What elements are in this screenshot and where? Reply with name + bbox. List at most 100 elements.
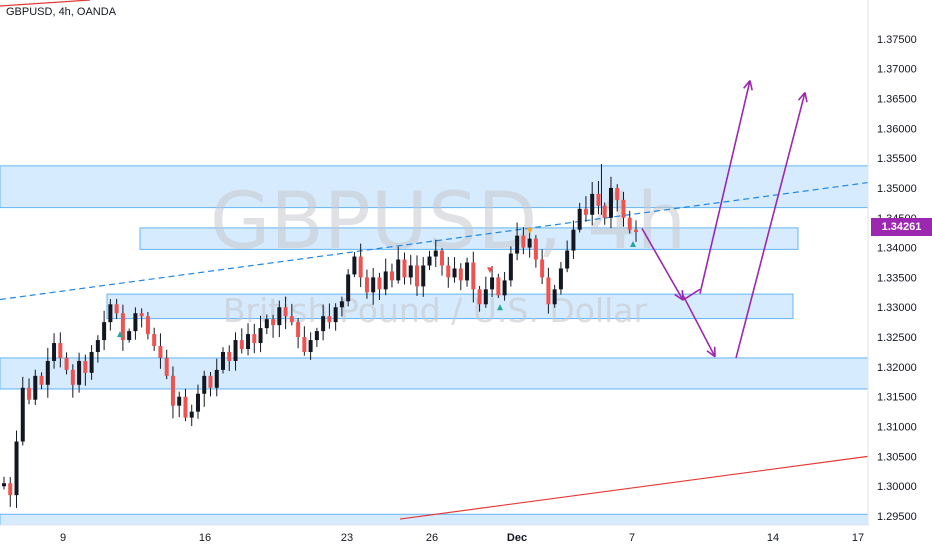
candle-body [596, 193, 601, 206]
projection-arrow[interactable] [641, 228, 684, 301]
price-tick-label: 1.32500 [877, 332, 917, 344]
candle-body [164, 357, 169, 376]
trendline[interactable] [399, 455, 869, 520]
candle-body [490, 277, 495, 290]
candle-body [33, 375, 38, 400]
candle-body [364, 277, 369, 293]
candle-body [14, 441, 19, 496]
candle-body [152, 334, 157, 347]
trendlines-layer [0, 0, 869, 520]
watermark-description: British Pound / U.S. Dollar [223, 291, 648, 330]
candle-body [95, 340, 100, 352]
candle-body [621, 199, 626, 218]
candle-body [277, 307, 282, 326]
zone-rectangle[interactable] [0, 513, 869, 526]
signal-marker [527, 227, 533, 234]
zone-rectangle[interactable] [0, 357, 869, 390]
time-tick-label: 16 [199, 532, 211, 544]
price-tick-label: 1.36000 [877, 123, 917, 135]
time-tick-label: Dec [507, 532, 527, 544]
candle-body [346, 274, 351, 302]
signal-markers [117, 227, 636, 338]
candle-body [321, 316, 326, 332]
projection-arrow[interactable] [735, 92, 806, 359]
projection-arrow-head [706, 350, 716, 358]
time-axis[interactable]: 9 16 23 26 Dec 7 14 17 [60, 532, 864, 544]
price-tick-label: 1.32000 [877, 362, 917, 374]
price-tick-label: 1.35000 [877, 183, 917, 195]
candle-body [89, 351, 94, 373]
candles-layer [2, 164, 638, 508]
time-tick-label: 9 [60, 532, 66, 544]
candle-body [214, 369, 219, 388]
candle-body [77, 360, 82, 385]
candle-body [133, 313, 138, 332]
candle-body [83, 360, 88, 373]
candle-body [433, 250, 438, 257]
price-tick-label: 1.36500 [877, 93, 917, 105]
signal-marker [497, 304, 503, 311]
projection-arrow[interactable] [682, 294, 716, 358]
candle-body [583, 208, 588, 215]
trendline[interactable] [0, 0, 91, 7]
zone-rectangle[interactable] [0, 165, 869, 209]
candle-body [39, 375, 44, 385]
projection-arrow-head [743, 80, 751, 89]
candle-body [352, 256, 357, 275]
candle-body [8, 483, 13, 496]
price-tick-label: 1.33000 [877, 302, 917, 314]
candle-body [302, 337, 307, 352]
candle-body [233, 340, 238, 361]
candle-body [239, 340, 244, 350]
candle-body [27, 387, 32, 400]
candle-body [371, 277, 376, 293]
projection-arrows [641, 80, 808, 359]
candle-body [296, 322, 301, 338]
price-tick-label: 1.35500 [877, 153, 917, 165]
candle-body [496, 277, 501, 296]
candle-body [602, 205, 607, 218]
candle-body [102, 322, 107, 341]
time-tick-label: 23 [341, 532, 353, 544]
candle-body [170, 375, 175, 406]
candle-body [521, 235, 526, 248]
projection-arrow[interactable] [699, 80, 751, 294]
watermark: GBPUSD, 4h British Pound / U.S. Dollar [210, 177, 686, 330]
candle-body [227, 351, 232, 361]
candle-body [377, 277, 382, 290]
candle-body [289, 316, 294, 323]
candle-body [408, 265, 413, 278]
candle-body [70, 369, 75, 385]
candle-body [452, 268, 457, 278]
projection-arrow[interactable] [682, 288, 701, 301]
dashed-trendline[interactable] [0, 181, 869, 301]
watermark-symbol: GBPUSD, 4h [210, 177, 686, 267]
time-tick-label: 26 [426, 532, 438, 544]
candle-body [608, 187, 613, 218]
candle-body [208, 375, 213, 388]
candle-body [590, 193, 595, 215]
projection-arrow-head [681, 290, 684, 301]
candle-body [477, 289, 482, 305]
candle-body [195, 393, 200, 412]
candle-body [546, 277, 551, 305]
candle-body [558, 268, 563, 290]
symbol-header[interactable]: GBPUSD, 4h, OANDA [6, 6, 117, 18]
candle-body [414, 265, 419, 287]
candle-body [402, 259, 407, 278]
candle-body [202, 375, 207, 394]
candle-body [145, 316, 150, 335]
candle-body [440, 250, 445, 266]
candle-body [20, 387, 25, 442]
price-axis[interactable]: 1.37500 1.37000 1.36500 1.36000 1.35500 1.350… [877, 34, 917, 523]
candle-body [471, 262, 476, 290]
candle-body [458, 268, 463, 281]
candle-body [283, 307, 288, 317]
zone-rectangle[interactable] [106, 293, 794, 320]
candle-body [396, 259, 401, 281]
candle-body [577, 208, 582, 230]
candle-body [64, 357, 69, 370]
candle-body [339, 301, 344, 308]
candle-body [177, 396, 182, 406]
